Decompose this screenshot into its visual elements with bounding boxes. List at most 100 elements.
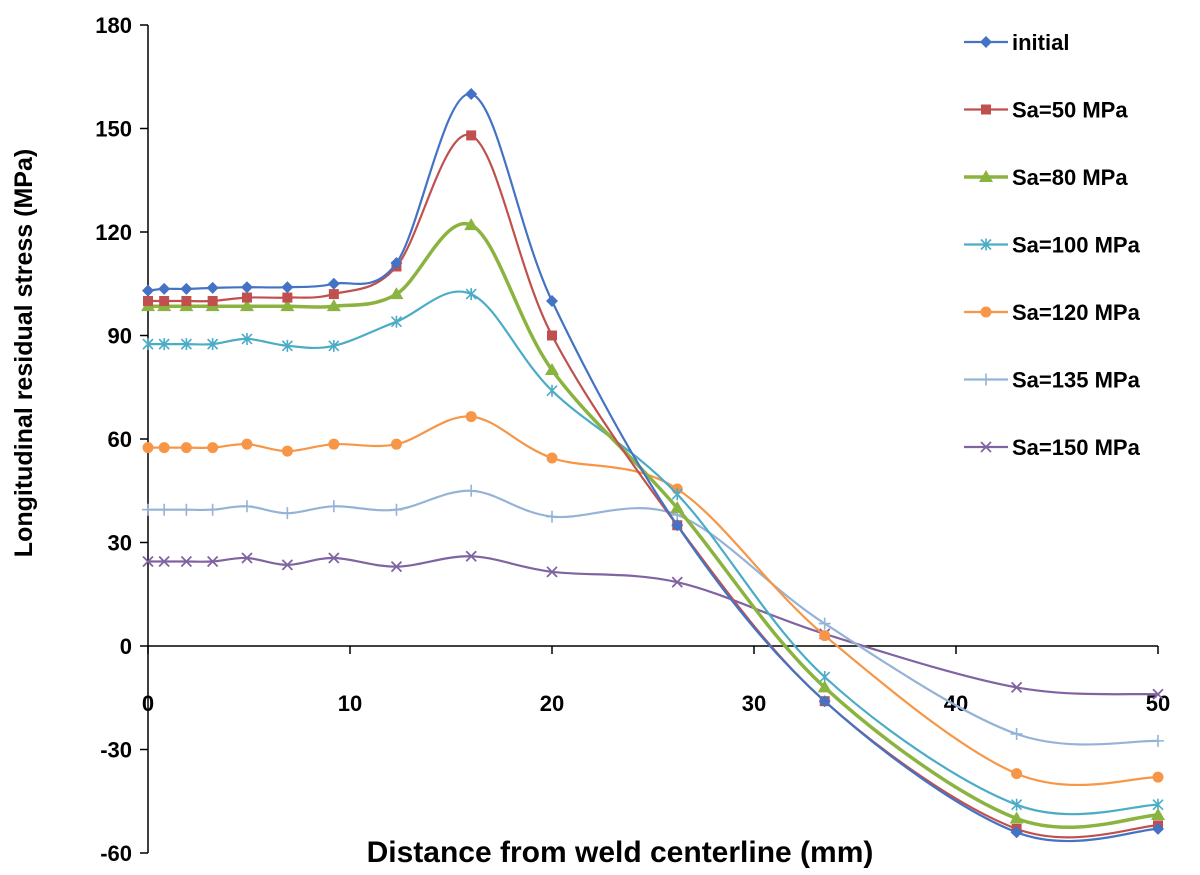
legend-marker (981, 104, 991, 115)
data-point (465, 288, 477, 301)
data-point (390, 315, 403, 328)
data-point (818, 695, 831, 708)
data-point (241, 552, 253, 564)
legend-item: Sa=150 MPa (964, 435, 1141, 460)
data-point (1152, 771, 1164, 783)
legend-marker (980, 373, 992, 386)
data-point (328, 438, 340, 450)
data-point (239, 299, 254, 312)
data-point (180, 282, 193, 295)
data-point (180, 442, 192, 454)
data-point (390, 257, 403, 270)
data-point (465, 550, 477, 562)
data-point (817, 680, 832, 693)
y-tick-label: 150 (95, 117, 132, 142)
y-axis-title: Longitudinal residual stress (MPa) (10, 149, 38, 557)
data-point (282, 292, 293, 303)
series-line (148, 290, 1159, 816)
y-tick-label: 180 (95, 13, 132, 38)
series-6 (142, 484, 1164, 747)
series-layer (141, 88, 1165, 843)
legend-label: Sa=80 MPa (1012, 165, 1128, 190)
data-point (390, 438, 402, 450)
data-point (240, 281, 253, 294)
legend-marker (980, 306, 992, 318)
legend-item: Sa=80 MPa (964, 165, 1128, 190)
legend-item: Sa=120 MPa (964, 300, 1141, 325)
data-point (466, 130, 477, 141)
data-point (158, 338, 170, 351)
y-tick-label: 0 (120, 634, 132, 659)
data-point (819, 630, 831, 642)
legend-marker (979, 170, 993, 182)
data-point (180, 503, 193, 516)
x-tick-label: 30 (742, 691, 766, 716)
data-point (158, 442, 170, 454)
data-point (818, 617, 831, 630)
data-point (390, 561, 403, 573)
y-tick-label: 60 (108, 427, 132, 452)
data-point (546, 295, 558, 307)
data-point (328, 339, 340, 352)
data-point (281, 281, 294, 294)
series-4 (142, 288, 1164, 816)
data-point (546, 510, 558, 523)
data-point (181, 296, 192, 306)
series-5 (142, 411, 1164, 787)
legend-label: Sa=50 MPa (1012, 98, 1128, 123)
legend-item: initial (964, 30, 1069, 55)
data-point (143, 296, 153, 306)
data-point (142, 442, 154, 454)
x-tick-label: 10 (338, 691, 362, 716)
data-point (671, 576, 683, 588)
data-point (158, 282, 171, 295)
series-7 (142, 550, 1164, 700)
data-point (207, 555, 219, 568)
data-point (327, 277, 340, 290)
data-point (1152, 822, 1164, 835)
data-point (158, 555, 170, 568)
data-point (327, 500, 340, 513)
data-point (1010, 727, 1023, 740)
data-point (546, 566, 558, 578)
y-tick-label: 30 (108, 531, 132, 556)
data-point (465, 88, 478, 100)
data-point (326, 299, 341, 312)
data-point (158, 503, 171, 516)
legend-item: Sa=100 MPa (964, 233, 1141, 258)
data-point (328, 289, 339, 300)
data-point (389, 287, 404, 300)
data-point (1009, 811, 1024, 824)
y-tick-label: 90 (108, 324, 132, 349)
series-line (147, 92, 1159, 843)
data-point (142, 284, 154, 297)
series-1 (142, 88, 1164, 843)
x-axis-title: Distance from weld centerline (mm) (367, 836, 874, 869)
legend-item: Sa=135 MPa (964, 368, 1141, 393)
data-point (206, 503, 219, 516)
data-point (547, 330, 557, 341)
series-line (147, 133, 1159, 839)
data-point (180, 555, 193, 568)
data-point (1152, 734, 1164, 747)
y-tick-label: 120 (95, 220, 132, 245)
legend-label: Sa=100 MPa (1012, 233, 1141, 258)
legend-marker (980, 441, 992, 453)
series-line (147, 555, 1159, 696)
x-tick-label: 40 (944, 691, 968, 716)
data-point (281, 445, 293, 457)
data-point (281, 559, 294, 571)
legend-label: initial (1012, 30, 1069, 55)
data-point (1010, 826, 1023, 839)
legend-label: Sa=150 MPa (1012, 435, 1141, 460)
data-point (671, 488, 683, 501)
data-point (207, 442, 219, 454)
y-tick-label: -30 (100, 738, 132, 763)
data-point (1010, 681, 1023, 694)
data-point (142, 555, 154, 568)
data-point (328, 552, 340, 564)
data-point (280, 299, 295, 312)
data-point (546, 384, 558, 397)
